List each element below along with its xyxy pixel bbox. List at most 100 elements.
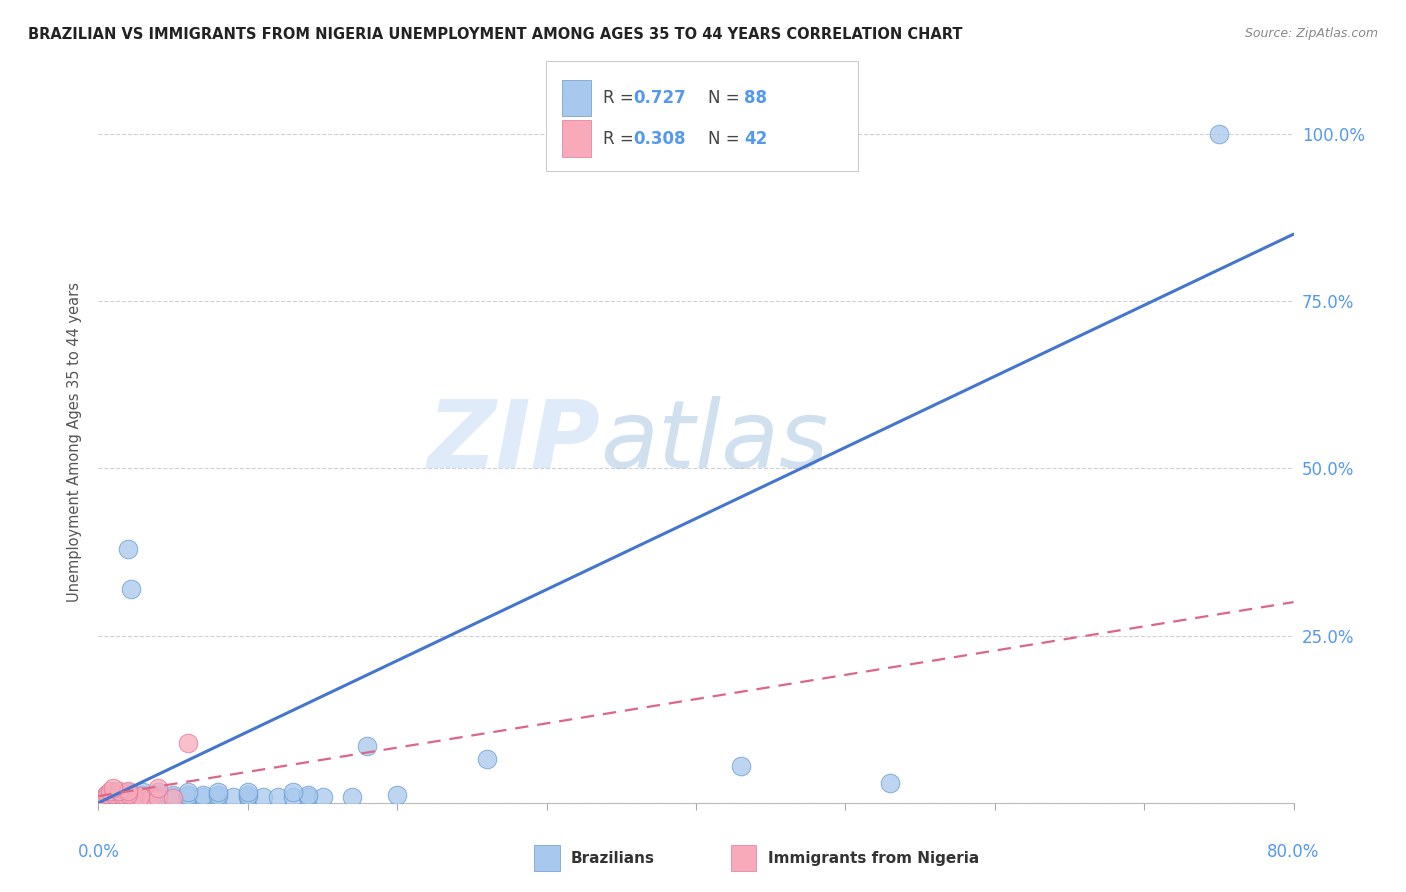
Point	[104, 795, 127, 809]
Point	[110, 790, 132, 805]
Point	[879, 776, 901, 790]
Point	[111, 792, 134, 806]
Point	[162, 790, 184, 805]
Point	[132, 791, 155, 805]
Point	[117, 541, 139, 556]
Text: R =: R =	[603, 129, 640, 148]
Point	[297, 790, 319, 805]
Point	[148, 788, 170, 802]
Point	[135, 792, 157, 806]
Point	[117, 788, 139, 802]
Point	[96, 795, 118, 809]
Point	[121, 789, 143, 804]
Point	[132, 785, 155, 799]
Point	[385, 788, 409, 802]
Point	[94, 794, 117, 808]
Point	[98, 784, 122, 798]
Point	[148, 785, 170, 799]
Point	[115, 793, 138, 807]
Point	[111, 793, 134, 807]
Point	[91, 795, 114, 809]
Point	[191, 790, 214, 805]
Point	[98, 789, 122, 804]
Point	[91, 795, 114, 809]
Point	[110, 791, 132, 805]
Point	[105, 792, 128, 806]
Point	[117, 787, 139, 801]
Point	[101, 795, 124, 809]
Text: 0.0%: 0.0%	[77, 843, 120, 861]
Point	[115, 794, 138, 808]
Point	[103, 791, 125, 805]
Point	[94, 791, 117, 805]
Text: 80.0%: 80.0%	[1267, 843, 1320, 861]
Point	[94, 795, 117, 809]
Point	[98, 795, 122, 809]
Text: BRAZILIAN VS IMMIGRANTS FROM NIGERIA UNEMPLOYMENT AMONG AGES 35 TO 44 YEARS CORR: BRAZILIAN VS IMMIGRANTS FROM NIGERIA UNE…	[28, 27, 963, 42]
Point	[94, 793, 117, 807]
Point	[101, 794, 124, 808]
Point	[207, 788, 229, 802]
Text: R =: R =	[603, 89, 640, 107]
Point	[148, 790, 170, 805]
Point	[177, 735, 200, 749]
Point	[93, 795, 115, 809]
Point	[103, 795, 125, 809]
Point	[117, 792, 139, 806]
Point	[107, 789, 129, 804]
Point	[1208, 127, 1230, 141]
Point	[120, 793, 142, 807]
Point	[191, 788, 214, 802]
Point	[110, 794, 132, 808]
Point	[311, 790, 333, 805]
Point	[120, 792, 142, 806]
Point	[139, 791, 162, 805]
Point	[125, 788, 148, 802]
Point	[93, 792, 115, 806]
Point	[281, 790, 304, 805]
Point	[162, 788, 184, 802]
Point	[236, 788, 259, 802]
Point	[94, 790, 117, 805]
Point	[730, 759, 752, 773]
Point	[96, 792, 118, 806]
Point	[101, 795, 124, 809]
Point	[139, 790, 162, 805]
Point	[132, 790, 155, 805]
Point	[141, 792, 163, 806]
Point	[90, 795, 112, 809]
Point	[297, 788, 319, 802]
Point	[97, 795, 120, 809]
Point	[98, 795, 122, 809]
Text: 88: 88	[744, 89, 766, 107]
Point	[252, 790, 274, 805]
Point	[89, 795, 111, 809]
Point	[110, 795, 132, 809]
Point	[177, 785, 200, 799]
Point	[132, 788, 155, 802]
Point	[148, 781, 170, 796]
Point	[103, 785, 125, 799]
Point	[114, 789, 136, 804]
Point	[108, 792, 131, 806]
Point	[103, 788, 125, 802]
Text: Source: ZipAtlas.com: Source: ZipAtlas.com	[1244, 27, 1378, 40]
Point	[93, 795, 115, 809]
Text: atlas: atlas	[600, 396, 828, 487]
Point	[107, 795, 129, 809]
Point	[207, 790, 229, 805]
Y-axis label: Unemployment Among Ages 35 to 44 years: Unemployment Among Ages 35 to 44 years	[67, 282, 83, 601]
Text: 42: 42	[744, 129, 768, 148]
Point	[117, 784, 139, 798]
Point	[108, 795, 131, 809]
Text: N =: N =	[709, 89, 745, 107]
Point	[124, 792, 146, 806]
Point	[107, 794, 129, 808]
Point	[97, 794, 120, 808]
Point	[125, 791, 148, 805]
Text: Brazilians: Brazilians	[571, 851, 655, 865]
Point	[104, 794, 127, 808]
Point	[103, 795, 125, 809]
Point	[112, 794, 135, 808]
Point	[110, 787, 132, 801]
